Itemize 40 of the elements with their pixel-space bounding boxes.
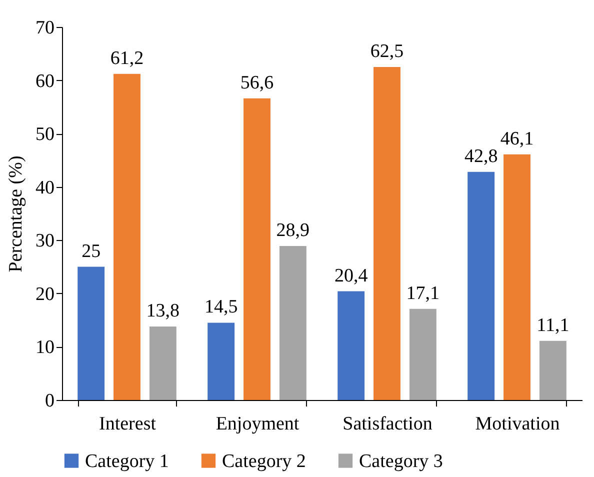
y-tick-label: 10 bbox=[36, 337, 54, 358]
data-label: 46,1 bbox=[500, 128, 534, 150]
bar bbox=[409, 308, 436, 400]
data-label: 20,4 bbox=[334, 265, 368, 286]
y-tick-label: 70 bbox=[36, 18, 54, 38]
bar bbox=[149, 326, 176, 400]
data-label: 42,8 bbox=[464, 146, 498, 167]
data-label: 56,6 bbox=[240, 72, 274, 94]
legend-label: Category 1 bbox=[85, 450, 169, 472]
y-tick-label: 60 bbox=[36, 70, 54, 92]
x-tick-label: Enjoyment bbox=[216, 414, 300, 434]
y-tick-label: 50 bbox=[36, 124, 54, 146]
y-tick-label: 30 bbox=[36, 230, 54, 252]
bar bbox=[244, 98, 270, 400]
y-tick-label: 40 bbox=[36, 177, 54, 198]
bar bbox=[468, 172, 495, 400]
bar bbox=[114, 74, 140, 400]
data-label: 62,5 bbox=[370, 40, 404, 62]
legend-label: Category 3 bbox=[359, 450, 443, 472]
bar bbox=[539, 340, 566, 400]
bar bbox=[374, 66, 400, 400]
data-label: 17,1 bbox=[406, 282, 440, 304]
bar bbox=[338, 291, 365, 400]
bar bbox=[279, 246, 306, 400]
data-label: 28,9 bbox=[276, 220, 310, 242]
bar bbox=[208, 322, 235, 400]
x-tick-label: Interest bbox=[99, 414, 157, 434]
data-label: 61,2 bbox=[110, 48, 144, 69]
legend-label: Category 2 bbox=[222, 450, 306, 472]
data-label: 25 bbox=[82, 240, 101, 262]
data-label: 11,1 bbox=[536, 314, 570, 336]
bar bbox=[78, 266, 105, 400]
y-tick-label: 20 bbox=[36, 284, 54, 305]
data-label: 14,5 bbox=[204, 296, 238, 318]
y-tick-label: 0 bbox=[45, 390, 54, 412]
data-label: 13,8 bbox=[146, 300, 180, 322]
bar bbox=[504, 154, 530, 400]
y-axis-title: Percentage (%) bbox=[6, 156, 26, 272]
x-tick-label: Motivation bbox=[475, 414, 560, 434]
x-tick-label: Satisfaction bbox=[342, 414, 433, 434]
